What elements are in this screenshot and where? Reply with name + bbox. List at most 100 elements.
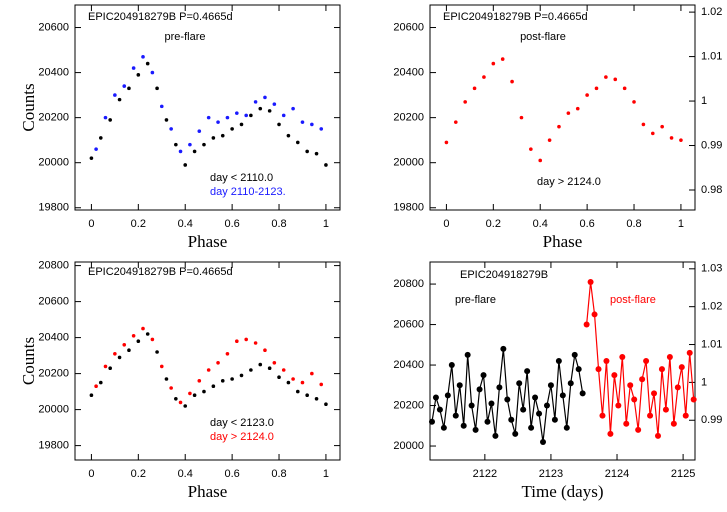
data-point [452,412,459,419]
data-point [281,113,286,118]
plot-frame [429,261,696,461]
data-point [127,348,131,353]
panel-title: EPIC204918279B P=0.4665d [443,11,588,23]
data-point [512,430,519,437]
data-point [476,386,483,393]
data-point [131,66,136,70]
plot-frame [74,261,341,461]
data-point [206,115,211,120]
data-point [579,390,586,397]
data-point [108,118,112,122]
data-point [183,404,188,408]
data-point [510,79,514,84]
data-point [159,364,164,369]
data-point [547,138,552,142]
data-point [658,366,665,373]
data-point [225,115,230,120]
data-point [500,345,507,352]
x-tick-label: 1 [323,218,329,230]
y2-tick-label: 1 [701,95,707,107]
plot-frame [429,4,696,211]
data-point [113,93,117,97]
data-point [543,402,550,409]
data-point [150,337,155,342]
y-tick-label: 20800 [38,260,69,272]
data-point [623,420,630,427]
series [444,57,683,163]
y-axis-label: Counts [19,83,38,131]
data-point [202,142,206,147]
y-tick-label: 20200 [393,112,424,124]
data-point [464,351,471,358]
data-point [647,412,654,419]
x-tick-label: 0.8 [271,468,286,480]
panel-title: EPIC204918279B P=0.4665d [88,266,233,278]
data-point [305,149,309,154]
data-point [267,366,272,371]
data-point [174,142,178,147]
data-point [519,115,524,120]
data-point [314,397,319,401]
data-point [504,396,511,403]
data-point [520,406,527,413]
data-point [300,380,305,385]
data-point [594,86,599,91]
data-point [230,377,234,381]
y2-tick-label: 0.99 [701,414,722,426]
data-point [244,113,248,118]
data-point [643,358,650,364]
data-point [632,100,636,104]
data-point [164,118,169,122]
data-point [532,394,539,401]
data-point [94,147,98,151]
data-point [635,426,642,433]
data-point [468,402,475,409]
x-tick-label: 0.6 [224,468,239,480]
x-tick-label: 0.2 [486,218,501,230]
data-point [235,111,239,115]
data-point [230,127,234,131]
y-tick-label: 20200 [38,368,69,380]
data-point [432,394,439,401]
data-point [654,432,661,439]
data-point [622,86,627,91]
data-point [686,349,693,356]
data-point [566,111,571,115]
legend-entry: day > 2124.0 [210,431,274,443]
data-point [587,279,594,286]
data-point [674,384,681,391]
data-point [679,138,683,142]
data-point [611,372,618,379]
x-axis-label: Phase [543,232,583,251]
y-tick-label: 19800 [38,440,69,452]
data-point [253,100,258,104]
data-point [178,149,183,154]
legend-entry: day < 2110.0 [210,172,273,184]
x-tick-label: 2125 [671,468,695,480]
data-point [641,122,646,127]
y2-tick-label: 1.01 [701,50,722,62]
y-tick-label: 20000 [393,440,424,452]
x-tick-label: 0.4 [533,218,548,230]
data-point [197,379,202,383]
data-point [145,332,150,336]
x-tick-label: 0.2 [131,468,146,480]
data-point [575,366,582,373]
x-tick-label: 0.4 [178,468,193,480]
data-point [575,106,580,111]
y-tick-label: 20000 [38,404,69,416]
data-point [183,163,188,167]
data-point [310,371,314,376]
data-point [666,353,673,360]
annotation: post-flare [520,31,566,43]
data-point [463,100,467,104]
data-point [103,115,108,120]
x-tick-label: 0 [443,218,449,230]
y-tick-label: 20400 [38,66,69,78]
data-point [500,57,505,61]
data-point [117,355,122,360]
x-tick-label: 0.4 [178,218,193,230]
series-line [586,281,695,436]
data-point [607,430,614,437]
